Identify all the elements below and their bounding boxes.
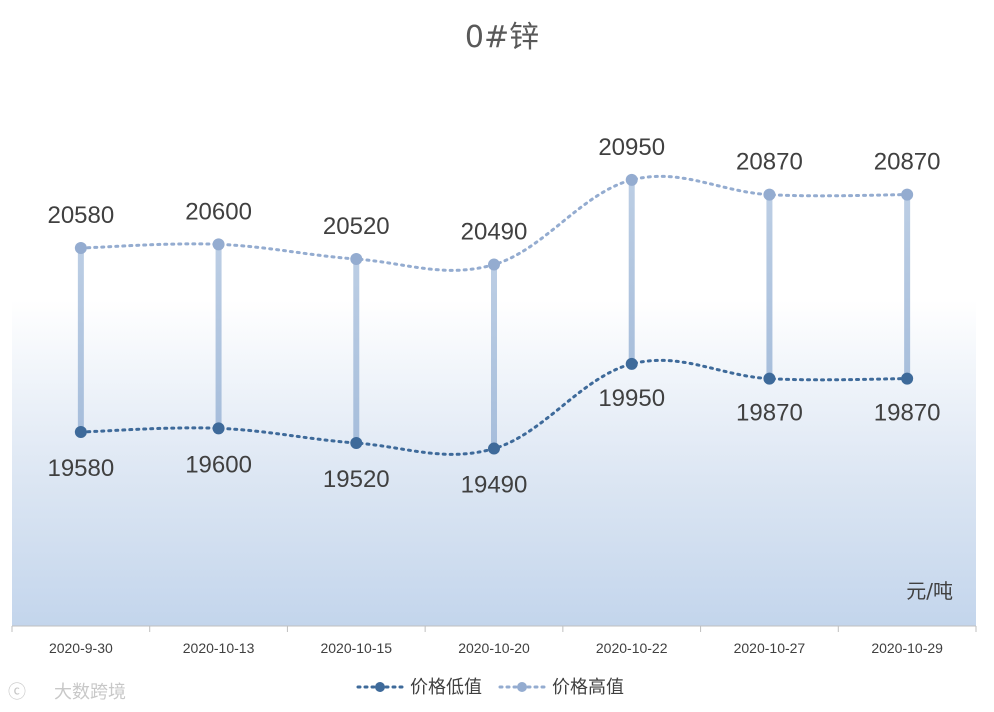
high-low-bar	[353, 259, 360, 444]
high-low-bar	[215, 244, 222, 429]
data-point-low[interactable]	[763, 372, 776, 385]
data-point-high[interactable]	[350, 253, 363, 266]
data-label-high: 20520	[323, 213, 390, 240]
data-label-high: 20950	[598, 134, 665, 161]
watermark-logo-icon: ⓒ	[8, 682, 26, 703]
chart-title: 0#锌	[465, 20, 539, 55]
legend-item-high[interactable]: 价格高值	[498, 677, 624, 698]
watermark-text: 大数跨境	[54, 682, 126, 703]
data-point-high[interactable]	[74, 242, 87, 254]
data-point-high[interactable]	[625, 173, 638, 186]
high-low-bar	[77, 248, 84, 432]
high-low-bar	[904, 194, 911, 379]
data-labels: 20580 19580 20600 19600 20520 19520 20490 19490…	[47, 134, 940, 499]
data-label-low: 19870	[736, 400, 803, 427]
data-point-high[interactable]	[212, 238, 225, 251]
legend-item-low[interactable]: 价格低值	[356, 677, 482, 698]
data-point-high[interactable]	[763, 188, 776, 201]
x-tick-label: 2020-10-22	[596, 640, 668, 656]
legend-label-low: 价格低值	[410, 677, 482, 698]
data-label-high: 20490	[461, 219, 528, 246]
data-label-high: 20870	[874, 149, 941, 176]
x-tick-label: 2020-10-27	[734, 640, 806, 656]
unit-label: 元/吨	[906, 579, 953, 603]
data-label-low: 19520	[323, 466, 390, 493]
x-tick-label: 2020-10-15	[320, 640, 392, 656]
data-point-low[interactable]	[625, 357, 638, 370]
data-label-low: 19950	[598, 385, 665, 412]
series-group	[74, 173, 914, 456]
data-label-low: 19870	[874, 400, 941, 427]
high-low-bar	[491, 264, 497, 449]
x-axis: 2020-9-30 2020-10-13 2020-10-15 2020-10-20 2…	[11, 626, 977, 656]
data-point-high[interactable]	[488, 258, 500, 271]
data-point-low[interactable]	[212, 422, 225, 435]
data-label-high: 20870	[736, 149, 803, 176]
data-label-low: 19490	[461, 472, 528, 499]
data-label-high: 20580	[47, 202, 114, 229]
high-low-lines	[77, 179, 911, 449]
watermark: ⓒ 大数跨境	[8, 682, 126, 703]
data-point-low[interactable]	[488, 442, 500, 455]
legend: 价格低值 价格高值	[356, 677, 624, 698]
x-tick-label: 2020-10-20	[458, 640, 530, 656]
legend-marker-low	[375, 682, 385, 692]
high-low-bar	[628, 179, 635, 364]
data-point-high[interactable]	[901, 188, 914, 201]
data-point-low[interactable]	[901, 372, 914, 385]
data-point-low[interactable]	[350, 437, 363, 450]
data-label-low: 19600	[185, 451, 252, 478]
x-tick-label: 2020-10-29	[871, 640, 943, 656]
x-tick-label: 2020-10-13	[183, 640, 255, 656]
legend-marker-high	[517, 682, 527, 692]
legend-label-high: 价格高值	[552, 677, 624, 698]
data-point-low[interactable]	[74, 426, 87, 438]
x-tick-label: 2020-9-30	[49, 640, 113, 656]
data-label-high: 20600	[185, 198, 252, 225]
high-low-bar	[766, 194, 773, 379]
data-label-low: 19580	[47, 455, 114, 482]
